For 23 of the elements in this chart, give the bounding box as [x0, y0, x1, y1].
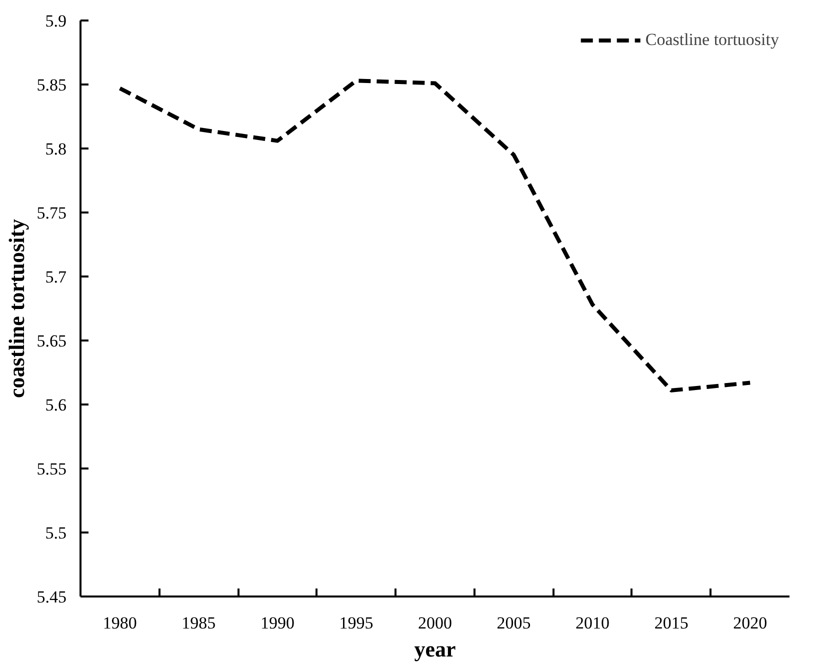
- y-tick-label: 5.85: [36, 76, 66, 94]
- y-tick-label: 5.55: [36, 460, 66, 478]
- x-tick-label: 1985: [182, 614, 216, 632]
- y-tick-label: 5.6: [45, 396, 66, 414]
- y-tick-label: 5.45: [36, 588, 66, 606]
- y-tick-label: 5.75: [36, 204, 66, 222]
- x-axis-title: year: [414, 636, 456, 662]
- x-tick-label: 1980: [102, 614, 137, 632]
- y-tick-label: 5.8: [45, 140, 66, 158]
- x-tick-label: 1990: [260, 614, 294, 632]
- legend-label: Coastline tortuosity: [645, 30, 779, 50]
- x-tick-label: 2005: [496, 614, 531, 632]
- x-tick-label: 2015: [654, 614, 688, 632]
- y-tick-label: 5.65: [36, 332, 66, 350]
- x-tick-label: 2010: [576, 614, 610, 632]
- y-tick-label: 5.9: [45, 12, 66, 30]
- y-axis-title: coastline tortuosity: [4, 218, 29, 398]
- y-tick-label: 5.5: [45, 524, 66, 542]
- x-tick-label: 1995: [339, 614, 374, 632]
- x-tick-label: 2000: [418, 614, 452, 632]
- x-tick-label: 2020: [733, 614, 768, 632]
- line-series: [118, 78, 752, 392]
- y-tick-label: 5.7: [45, 268, 67, 286]
